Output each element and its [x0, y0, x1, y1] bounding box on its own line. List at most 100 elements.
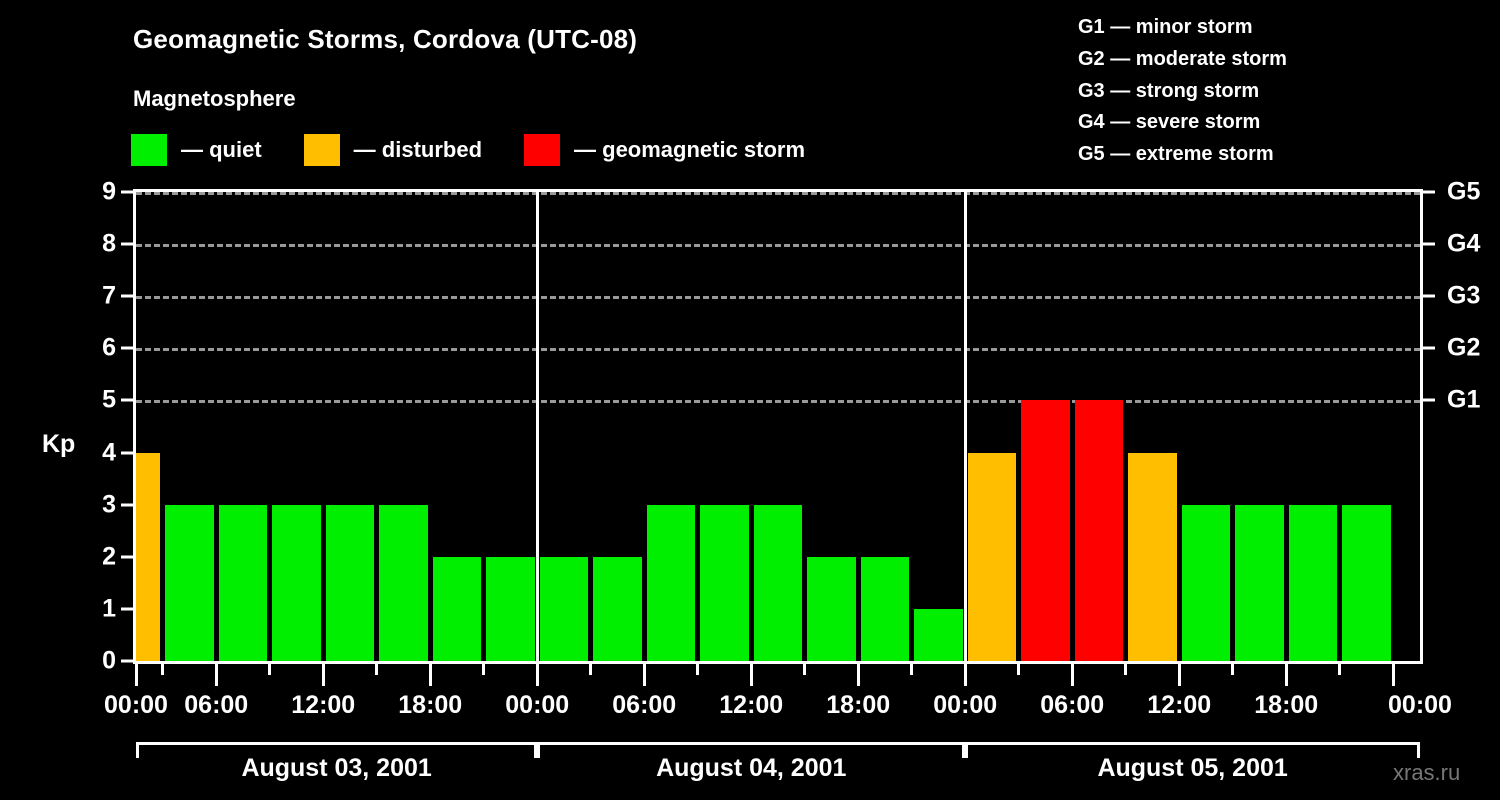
watermark: xras.ru: [1393, 760, 1461, 785]
g-tick-G2: [1423, 346, 1435, 350]
x-tick: [214, 664, 218, 686]
x-tick: [161, 664, 165, 675]
g-legend-line-1: G1 — minor storm: [1078, 16, 1253, 38]
y-tick-4: [121, 451, 133, 455]
kp-bar: [1074, 400, 1124, 661]
g-tick-G4: [1423, 242, 1435, 246]
kp-bar: [646, 504, 696, 661]
kp-bar: [432, 556, 482, 661]
kp-bar: [272, 504, 321, 661]
kp-bar: [807, 556, 856, 661]
kp-bar: [1235, 504, 1284, 661]
kp-bar: [136, 452, 161, 661]
y-tick-label-5: 5: [102, 385, 116, 414]
x-tick: [135, 664, 138, 686]
y-tick-9: [121, 190, 133, 194]
x-tick-label: 00:00: [104, 691, 168, 719]
x-tick: [963, 664, 967, 686]
kp-bar: [325, 504, 375, 661]
x-tick-label: 18:00: [826, 691, 891, 719]
g-legend-line-3: G3 — strong storm: [1078, 79, 1260, 102]
x-tick: [642, 664, 646, 686]
x-tick: [749, 664, 753, 686]
y-tick-6: [121, 346, 133, 350]
x-tick: [1070, 664, 1074, 686]
chart-plot-area: [133, 189, 1423, 664]
g-axis-label-G2: G2: [1447, 333, 1481, 362]
legend-item-disturbed: — disturbed: [303, 134, 483, 166]
g-legend-line-4: G4 — severe storm: [1078, 111, 1261, 134]
y-tick-7: [121, 294, 133, 298]
y-tick-1: [121, 607, 133, 611]
x-tick: [321, 664, 325, 686]
y-tick-8: [121, 242, 133, 246]
day-separator: [963, 192, 967, 661]
y-tick-label-6: 6: [102, 333, 116, 362]
g-scale-legend: G1 — minor storm G2 — moderate storm G3 — …: [1078, 12, 1287, 171]
plot-inner: [136, 192, 1420, 661]
x-tick: [1124, 664, 1128, 675]
x-tick-label: 12:00: [291, 691, 356, 719]
x-tick: [375, 664, 379, 675]
date-label: August 04, 2001: [656, 754, 847, 782]
legend-swatch-quiet: [131, 134, 167, 166]
day-separator: [535, 192, 539, 661]
legend-label-quiet: — quiet: [181, 137, 262, 162]
legend-label-geomagnetic-storm: — geomagnetic storm: [574, 137, 806, 162]
legend-swatch-disturbed: [303, 134, 340, 166]
x-tick-label: 18:00: [398, 691, 463, 719]
g-tick-G1: [1423, 398, 1435, 402]
date-bracket: [537, 742, 966, 758]
y-tick-5: [121, 398, 133, 402]
legend-item-quiet: — quiet: [131, 134, 262, 166]
x-tick-label: 00:00: [1388, 691, 1452, 719]
y-tick-label-8: 8: [102, 229, 116, 258]
g-axis-label-G4: G4: [1447, 229, 1481, 258]
x-tick: [1231, 664, 1235, 675]
x-tick: [910, 664, 914, 675]
y-tick-label-1: 1: [102, 594, 116, 623]
x-tick-label: 00:00: [933, 691, 998, 719]
x-tick: [1017, 664, 1021, 675]
legend-swatch-geomagnetic-storm: [524, 134, 561, 166]
g-legend-line-2: G2 — moderate storm: [1078, 47, 1287, 70]
y-tick-label-7: 7: [102, 281, 116, 310]
kp-bar: [1288, 504, 1338, 661]
gridline-kp-9: [136, 192, 1420, 195]
legend-label-disturbed: — disturbed: [353, 137, 483, 162]
x-tick: [1338, 664, 1342, 675]
date-label: August 03, 2001: [241, 754, 432, 782]
x-tick: [1284, 664, 1288, 686]
y-tick-label-9: 9: [102, 177, 116, 206]
date-bracket: [136, 742, 538, 758]
kp-bar: [860, 556, 910, 661]
kp-bar: [914, 608, 963, 661]
y-tick-2: [121, 555, 133, 559]
kp-bar: [165, 504, 214, 661]
x-tick-label: 06:00: [1040, 691, 1105, 719]
chart-subtitle: Magnetosphere: [133, 86, 296, 111]
legend-item-geomagnetic-storm: — geomagnetic storm: [524, 134, 805, 166]
x-tick-label: 06:00: [184, 691, 249, 719]
date-bracket: [965, 742, 1420, 758]
y-tick-0: [121, 659, 133, 663]
x-tick-label: 00:00: [505, 691, 570, 719]
y-tick-3: [121, 503, 133, 507]
g-legend-line-5: G5 — extreme storm: [1078, 143, 1274, 166]
y-tick-label-0: 0: [102, 646, 116, 675]
date-label: August 05, 2001: [1097, 754, 1288, 782]
kp-bar: [1181, 504, 1231, 661]
y-axis-label: Kp: [42, 430, 76, 458]
x-tick: [589, 664, 593, 675]
x-tick: [1177, 664, 1181, 686]
x-tick: [696, 664, 700, 675]
x-tick-label: 18:00: [1254, 691, 1319, 719]
kp-bar: [379, 504, 428, 661]
kp-bar: [218, 504, 268, 661]
y-tick-label-3: 3: [102, 490, 116, 519]
x-tick-label: 06:00: [612, 691, 677, 719]
g-axis-label-G3: G3: [1447, 281, 1481, 310]
g-axis-label-G5: G5: [1447, 177, 1481, 206]
kp-bar: [967, 452, 1017, 661]
gridline-kp-5: [136, 400, 1420, 404]
